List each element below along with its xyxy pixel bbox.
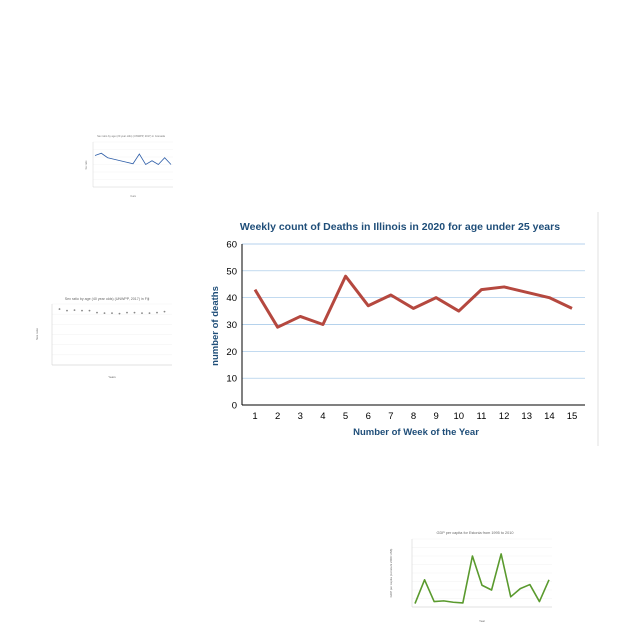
- x-tick-label: 3: [298, 411, 303, 422]
- y-axis-label: number of deaths: [210, 286, 221, 366]
- x-tick-label: 4: [320, 411, 325, 422]
- x-tick-label: 2: [275, 411, 280, 422]
- series-line: [414, 553, 550, 604]
- data-point: [81, 309, 83, 312]
- x-tick-label: 8: [411, 411, 416, 422]
- data-point: [133, 311, 136, 314]
- chart-title: Sex ratio by age (40 year olds) (UNWPP, …: [65, 297, 150, 301]
- chart-title: Sex ratio by age (20 year olds) (UNWPP, …: [97, 134, 165, 138]
- data-point: [141, 312, 143, 315]
- y-tick-label: 40: [226, 293, 237, 304]
- y-tick-label: 20: [226, 347, 237, 358]
- chart-title: GDP per capita for Estonia from 1995 to …: [437, 531, 514, 535]
- x-axis-label: Year: [479, 619, 485, 623]
- chart-title: Weekly count of Deaths in Illinois in 20…: [240, 221, 560, 233]
- data-point: [103, 312, 106, 315]
- y-tick-label: 30: [226, 320, 237, 331]
- chart-bottom-right: GDP per capita for Estonia from 1995 to …: [380, 525, 562, 625]
- x-tick-label: 12: [499, 411, 510, 422]
- data-point: [58, 308, 61, 310]
- y-tick-label: 50: [226, 266, 237, 277]
- y-tick-label: 0: [232, 401, 237, 412]
- x-tick-label: 6: [366, 411, 371, 422]
- y-axis-label: Sex ratio: [85, 160, 88, 170]
- series-line: [253, 274, 573, 329]
- data-point: [96, 311, 98, 314]
- chart-top-left-svg: Sex ratio by age (20 year olds) (UNWPP, …: [85, 134, 173, 198]
- data-point: [156, 311, 158, 314]
- main-chart-svg: Weekly count of Deaths in Illinois in 20…: [210, 212, 599, 446]
- x-tick-label: 14: [544, 411, 555, 422]
- chart-top-left: Sex ratio by age (20 year olds) (UNWPP, …: [85, 130, 177, 200]
- x-tick-label: 9: [433, 411, 438, 422]
- main-chart: Weekly count of Deaths in Illinois in 20…: [200, 208, 602, 448]
- y-axis-label: Sex ratio: [35, 328, 39, 340]
- x-tick-label: 5: [343, 411, 348, 422]
- chart-bottom-right-svg: GDP per capita for Estonia from 1995 to …: [389, 531, 552, 623]
- x-axis-label: Years: [108, 375, 116, 379]
- data-point: [148, 312, 151, 315]
- data-point: [66, 309, 68, 312]
- x-axis-label: Years: [130, 195, 137, 198]
- data-point: [126, 311, 128, 314]
- chart-middle-left: Sex ratio by age (40 year olds) (UNWPP, …: [32, 292, 182, 382]
- x-tick-label: 13: [521, 411, 532, 422]
- data-point: [118, 312, 121, 315]
- data-point: [88, 309, 91, 312]
- x-tick-label: 11: [476, 411, 486, 422]
- x-tick-label: 10: [453, 411, 464, 422]
- y-tick-label: 60: [226, 240, 237, 251]
- y-tick-label: 10: [226, 374, 237, 385]
- y-axis-label: GDP per capita (constant 2000 US$): [389, 549, 393, 598]
- series-line: [94, 152, 172, 166]
- x-tick-label: 15: [567, 411, 578, 422]
- data-point: [163, 310, 166, 313]
- x-tick-label: 7: [388, 411, 393, 422]
- data-point: [111, 312, 113, 315]
- chart-middle-left-svg: Sex ratio by age (40 year olds) (UNWPP, …: [35, 297, 172, 379]
- data-point: [73, 309, 76, 311]
- x-axis-label: Number of Week of the Year: [353, 427, 479, 438]
- x-tick-label: 1: [252, 411, 257, 422]
